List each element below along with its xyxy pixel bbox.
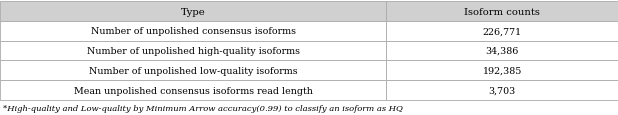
Text: Number of unpolished low-quality isoforms: Number of unpolished low-quality isoform… (89, 66, 297, 75)
Text: 192,385: 192,385 (483, 66, 522, 75)
Text: 226,771: 226,771 (483, 27, 522, 36)
Bar (0, 61, 386, 80)
Text: Mean unpolished consensus isoforms read length: Mean unpolished consensus isoforms read … (74, 86, 313, 95)
Text: 34,386: 34,386 (485, 47, 519, 56)
Bar (386, 61, 618, 80)
Bar (386, 22, 618, 41)
Bar (0, 80, 386, 100)
Text: Type: Type (180, 8, 206, 17)
Bar (0, 22, 386, 41)
Bar (386, 2, 618, 22)
Bar (0, 2, 386, 22)
Text: Isoform counts: Isoform counts (464, 8, 540, 17)
Text: Number of unpolished high-quality isoforms: Number of unpolished high-quality isofor… (87, 47, 300, 56)
Bar (386, 80, 618, 100)
Bar (0, 41, 386, 61)
Text: Number of unpolished consensus isoforms: Number of unpolished consensus isoforms (91, 27, 295, 36)
Text: 3,703: 3,703 (488, 86, 516, 95)
Text: *High-quality and Low-quality by Minimum Arrow accuracy(0.99) to classify an iso: *High-quality and Low-quality by Minimum… (3, 104, 403, 112)
Bar (386, 41, 618, 61)
